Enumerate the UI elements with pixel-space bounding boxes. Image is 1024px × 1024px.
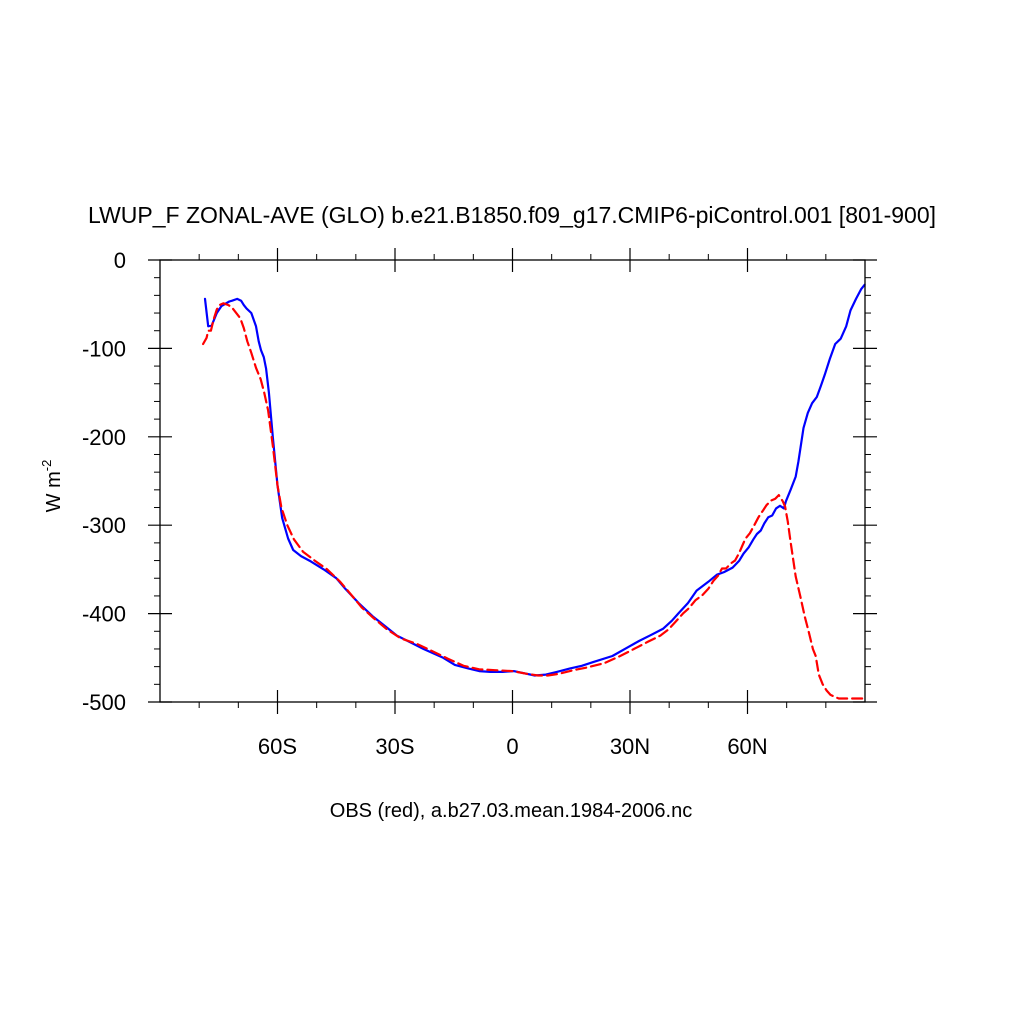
y-tick-label: -200	[82, 425, 126, 450]
x-axis-label: OBS (red), a.b27.03.mean.1984-2006.nc	[330, 800, 692, 822]
y-tick-label: -300	[82, 513, 126, 538]
x-tick-label: 60N	[727, 734, 767, 759]
plot-frame	[159, 259, 866, 703]
axis-tick-labels: 60S 30S 0 30N 60N 0 -100 -200 -300 -400 -500	[82, 248, 768, 759]
x-tick-label: 30N	[610, 734, 650, 759]
obs-series-line	[202, 302, 866, 700]
model-series-line	[203, 283, 866, 677]
y-axis-label-main: W m	[43, 471, 65, 512]
series-layer	[202, 283, 866, 700]
y-tick-label: -400	[82, 602, 126, 627]
y-axis-label-exponent: -2	[39, 460, 54, 472]
chart-title: LWUP_F ZONAL-AVE (GLO) b.e21.B1850.f09_g…	[88, 202, 936, 228]
y-axis-label: W m-2	[39, 460, 65, 513]
plot-area: 60S 30S 0 30N 60N 0 -100 -200 -300 -400 -500	[82, 248, 877, 759]
svg-text:W m-2: W m-2	[39, 460, 65, 513]
x-tick-label: 30S	[375, 734, 414, 759]
y-tick-label: 0	[114, 248, 126, 273]
y-tick-label: -500	[82, 690, 126, 715]
y-tick-label: -100	[82, 336, 126, 361]
x-tick-label: 60S	[258, 734, 297, 759]
x-tick-label: 0	[506, 734, 518, 759]
